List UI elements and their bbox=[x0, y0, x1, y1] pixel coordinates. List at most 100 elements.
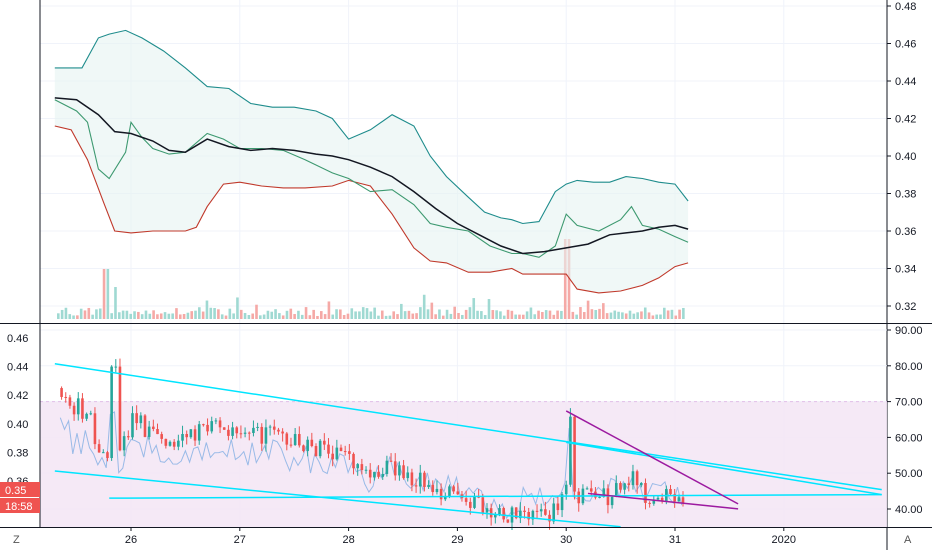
candlesticks bbox=[60, 358, 685, 531]
countdown-label: 18:58 bbox=[5, 501, 33, 513]
candle-body bbox=[185, 433, 188, 438]
volume-bar bbox=[144, 310, 148, 319]
volume-bar bbox=[521, 314, 525, 319]
candle-body bbox=[469, 501, 472, 508]
volume-bar bbox=[266, 310, 270, 319]
candle-body bbox=[519, 510, 522, 519]
trendline[interactable] bbox=[109, 493, 882, 499]
volume-bar bbox=[628, 310, 632, 319]
volume-bar bbox=[380, 310, 384, 319]
volume-bar bbox=[228, 308, 232, 319]
volume-bar bbox=[552, 314, 556, 319]
volume-bar bbox=[331, 314, 335, 319]
candle-body bbox=[393, 461, 397, 476]
trendline[interactable] bbox=[587, 492, 739, 510]
volume-bar bbox=[571, 311, 575, 319]
candle-body bbox=[318, 440, 322, 457]
corner-right-label[interactable]: A bbox=[904, 534, 912, 546]
time-axis[interactable]: 26 27 28 29 30 31 2020 bbox=[125, 527, 796, 546]
candle-body bbox=[535, 510, 539, 512]
volume-bar bbox=[541, 312, 544, 319]
volume-bar bbox=[270, 311, 274, 319]
volume-bar bbox=[556, 310, 559, 319]
candle-body bbox=[135, 413, 138, 424]
candle-body bbox=[97, 444, 101, 453]
candle-body bbox=[414, 485, 418, 487]
trendlines[interactable] bbox=[54, 362, 882, 528]
x-tick-label: 2020 bbox=[772, 534, 796, 546]
candle-body bbox=[210, 421, 214, 432]
candle-body bbox=[143, 415, 147, 437]
volume-bar bbox=[449, 313, 453, 319]
volume-bar bbox=[152, 310, 155, 319]
candle-body bbox=[373, 471, 376, 478]
candle-body bbox=[356, 464, 359, 469]
volume-bar bbox=[415, 313, 418, 319]
volume-bar bbox=[464, 309, 468, 319]
candle-body bbox=[331, 453, 334, 460]
candle-body bbox=[289, 444, 293, 446]
candle-body bbox=[89, 413, 93, 415]
candle-body bbox=[514, 507, 518, 519]
candle-body bbox=[627, 483, 631, 486]
volume-bar bbox=[133, 311, 136, 319]
osc-tick-label: 90.00 bbox=[895, 325, 923, 337]
candle-body bbox=[214, 420, 218, 422]
current-price-tag: 0.35 18:58 bbox=[0, 482, 40, 513]
price-tick-label: 0.38 bbox=[7, 447, 28, 459]
x-tick-label: 27 bbox=[234, 534, 246, 546]
candle-body bbox=[252, 427, 255, 434]
volume-bar bbox=[159, 313, 163, 319]
candle-body bbox=[585, 488, 589, 490]
osc-tick-label: 80.00 bbox=[895, 361, 923, 373]
candle-body bbox=[502, 508, 505, 520]
volume-bar bbox=[140, 314, 144, 319]
candle-body bbox=[293, 434, 297, 446]
y-tick-label: 0.42 bbox=[895, 114, 916, 126]
volume-bar bbox=[289, 308, 293, 319]
price-tag-bg bbox=[0, 482, 40, 497]
price-line-line bbox=[54, 99, 689, 258]
volume-bar bbox=[198, 307, 201, 319]
candle-body bbox=[168, 441, 172, 446]
candle-body bbox=[610, 496, 614, 506]
candle-body bbox=[118, 366, 122, 451]
volume-bar bbox=[365, 308, 369, 319]
volume-bar bbox=[102, 269, 106, 319]
volume-bar bbox=[445, 309, 449, 319]
y-tick-label: 0.40 bbox=[895, 151, 916, 163]
volume-bar bbox=[201, 311, 205, 319]
volume-bar bbox=[396, 314, 399, 319]
candle-body bbox=[327, 444, 330, 454]
candle-body bbox=[602, 488, 606, 497]
volume-bar bbox=[323, 314, 327, 319]
oscillator-scale[interactable]: 90.00 80.00 70.00 60.00 50.00 40.00 bbox=[887, 325, 923, 516]
candle-body bbox=[560, 494, 564, 511]
candle-body bbox=[268, 426, 272, 428]
candle-body bbox=[243, 432, 247, 434]
trendline[interactable] bbox=[565, 410, 739, 505]
candle-body bbox=[660, 497, 664, 502]
upper-pane-price-scale[interactable]: 0.48 0.46 0.44 0.42 0.40 0.38 0.36 0.34 0.32 bbox=[887, 1, 916, 313]
volume-bar bbox=[453, 306, 456, 319]
candle-body bbox=[281, 431, 284, 434]
candle-body bbox=[577, 491, 581, 504]
volume-bar bbox=[91, 314, 94, 319]
volume-bar bbox=[220, 314, 224, 319]
corner-left-label[interactable]: Z bbox=[13, 534, 20, 546]
candle-body bbox=[614, 483, 618, 497]
volume-bar bbox=[156, 314, 159, 319]
candle-body bbox=[473, 496, 476, 508]
trendline[interactable] bbox=[566, 441, 882, 496]
volume-bar bbox=[609, 312, 613, 319]
candle-body bbox=[389, 460, 393, 462]
volume-bar bbox=[319, 311, 323, 319]
trendline[interactable] bbox=[54, 362, 882, 491]
candle-body bbox=[443, 495, 447, 500]
volume-bar bbox=[510, 310, 514, 319]
candle-body bbox=[110, 366, 113, 459]
trendline[interactable] bbox=[54, 470, 621, 528]
volume-bar bbox=[518, 314, 521, 319]
candle-body bbox=[368, 469, 372, 478]
